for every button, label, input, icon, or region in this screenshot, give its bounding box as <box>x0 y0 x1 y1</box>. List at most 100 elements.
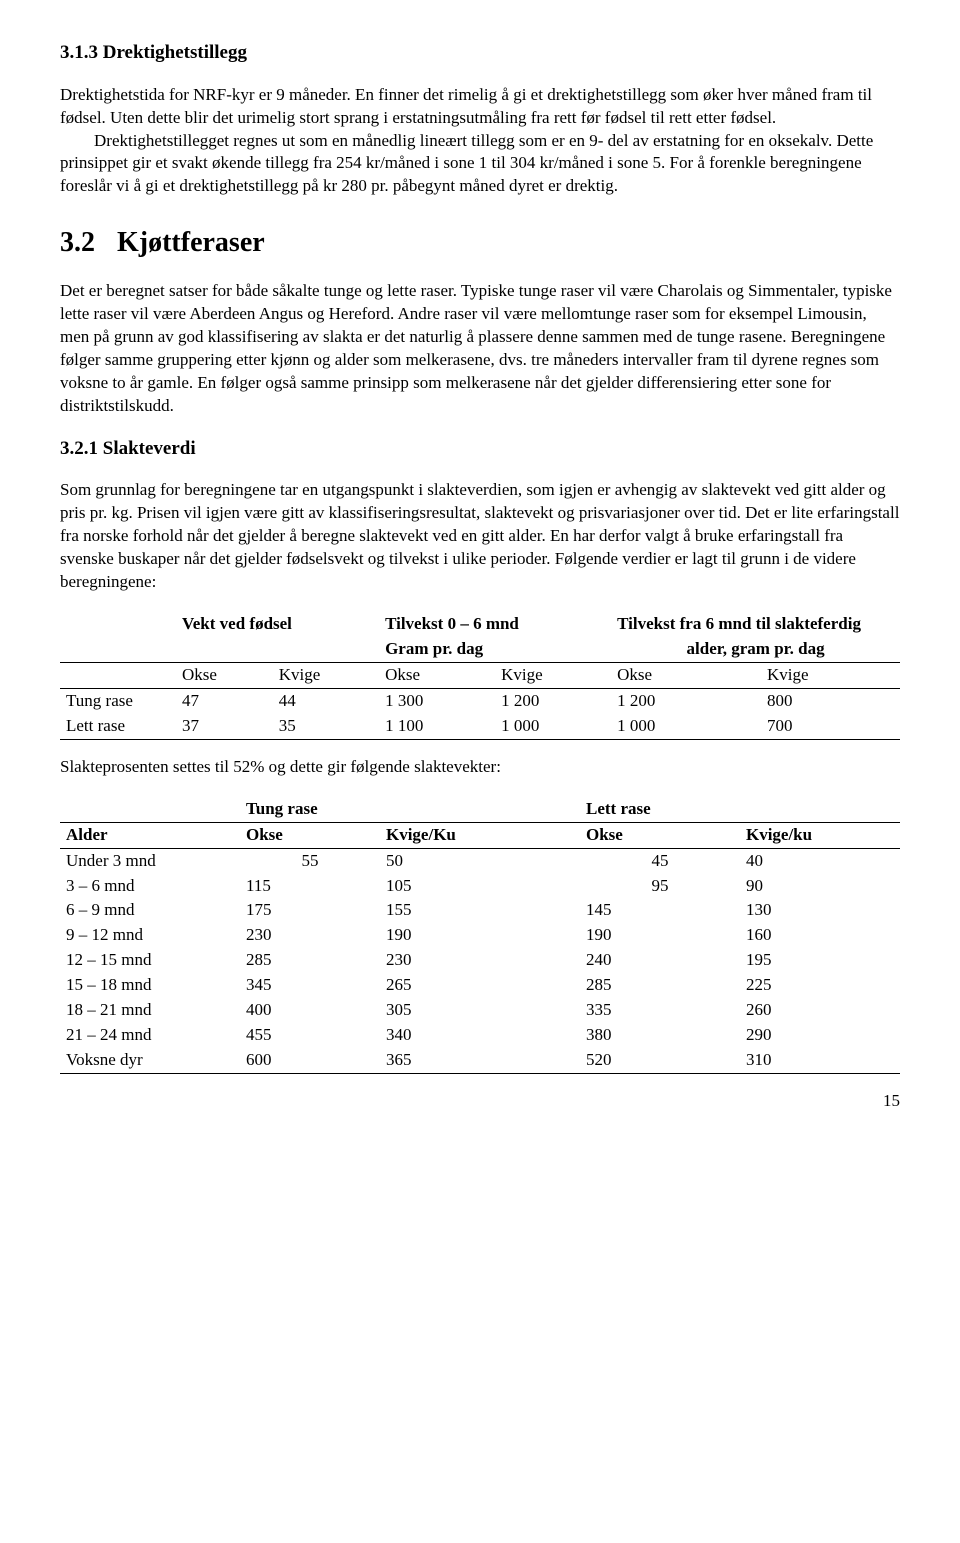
para-slakteprosent: Slakteprosenten settes til 52% og dette … <box>60 756 900 779</box>
cell: 305 <box>380 998 580 1023</box>
cell: 190 <box>580 923 740 948</box>
table-row: Tung rase Lett rase <box>60 797 900 822</box>
cell: 47 <box>176 688 273 713</box>
para-32: Det er beregnet satser for både såkalte … <box>60 280 900 418</box>
cell: 345 <box>240 973 380 998</box>
table-row: 9 – 12 mnd 230 190 190 160 <box>60 923 900 948</box>
row-label: Tung rase <box>60 688 176 713</box>
col-header: Kvige/ku <box>740 822 900 848</box>
cell: 105 <box>380 874 580 899</box>
para-313: Drektighetstida for NRF-kyr er 9 måneder… <box>60 84 900 199</box>
table-row: 12 – 15 mnd 285 230 240 195 <box>60 948 900 973</box>
table-row: 15 – 18 mnd 345 265 285 225 <box>60 973 900 998</box>
col-header: Lett rase <box>580 797 900 822</box>
para-313-a: Drektighetstida for NRF-kyr er 9 måneder… <box>60 85 872 127</box>
heading-313: 3.1.3 Drektighetstillegg <box>60 40 900 66</box>
cell: 1 000 <box>611 714 761 739</box>
col-header-sub: alder, gram pr. dag <box>611 637 900 662</box>
cell: 240 <box>580 948 740 973</box>
cell: 35 <box>273 714 379 739</box>
col-header: Okse <box>240 822 380 848</box>
cell: 1 000 <box>495 714 611 739</box>
table-row: 6 – 9 mnd 175 155 145 130 <box>60 898 900 923</box>
cell: 1 100 <box>379 714 495 739</box>
cell: 44 <box>273 688 379 713</box>
row-label: Voksne dyr <box>60 1048 240 1073</box>
table-row: Okse Kvige Okse Kvige Okse Kvige <box>60 662 900 688</box>
cell: 260 <box>740 998 900 1023</box>
cell: 380 <box>580 1023 740 1048</box>
heading-321: 3.2.1 Slakteverdi <box>60 436 900 462</box>
col-header: Tilvekst 0 – 6 mnd <box>379 612 611 637</box>
table-row: 21 – 24 mnd 455 340 380 290 <box>60 1023 900 1048</box>
cell: 365 <box>380 1048 580 1073</box>
cell: 160 <box>740 923 900 948</box>
heading-32-title: Kjøttferaser <box>117 227 265 258</box>
cell: 175 <box>240 898 380 923</box>
cell: 130 <box>740 898 900 923</box>
col-sub: Okse <box>176 662 273 688</box>
table-row: Lett rase 37 35 1 100 1 000 1 000 700 <box>60 714 900 739</box>
col-sub: Okse <box>379 662 495 688</box>
table-row: Alder Okse Kvige/Ku Okse Kvige/ku <box>60 822 900 848</box>
cell: 45 <box>580 848 740 873</box>
cell: 195 <box>740 948 900 973</box>
cell: 455 <box>240 1023 380 1048</box>
cell: 40 <box>740 848 900 873</box>
cell: 230 <box>240 923 380 948</box>
heading-32-num: 3.2 <box>60 227 95 258</box>
col-header: Kvige/Ku <box>380 822 580 848</box>
table-row: 18 – 21 mnd 400 305 335 260 <box>60 998 900 1023</box>
cell: 230 <box>380 948 580 973</box>
row-label: 3 – 6 mnd <box>60 874 240 899</box>
row-label: 6 – 9 mnd <box>60 898 240 923</box>
cell: 115 <box>240 874 380 899</box>
cell: 285 <box>240 948 380 973</box>
cell: 50 <box>380 848 580 873</box>
table-row: 3 – 6 mnd 115 105 95 90 <box>60 874 900 899</box>
cell: 600 <box>240 1048 380 1073</box>
cell: 37 <box>176 714 273 739</box>
cell: 800 <box>761 688 900 713</box>
cell: 55 <box>240 848 380 873</box>
col-header-sub: Gram pr. dag <box>379 637 611 662</box>
table-row: Gram pr. dag alder, gram pr. dag <box>60 637 900 662</box>
cell: 400 <box>240 998 380 1023</box>
para-321: Som grunnlag for beregningene tar en utg… <box>60 479 900 594</box>
cell: 145 <box>580 898 740 923</box>
col-sub: Okse <box>611 662 761 688</box>
cell: 290 <box>740 1023 900 1048</box>
row-label: Lett rase <box>60 714 176 739</box>
cell: 155 <box>380 898 580 923</box>
col-header: Tilvekst fra 6 mnd til slakteferdig <box>611 612 900 637</box>
table-row: Vekt ved fødsel Tilvekst 0 – 6 mnd Tilve… <box>60 612 900 637</box>
col-header: Okse <box>580 822 740 848</box>
cell: 90 <box>740 874 900 899</box>
row-label: 12 – 15 mnd <box>60 948 240 973</box>
cell: 335 <box>580 998 740 1023</box>
row-label: 9 – 12 mnd <box>60 923 240 948</box>
table-row: Voksne dyr 600 365 520 310 <box>60 1048 900 1073</box>
table-row: Tung rase 47 44 1 300 1 200 1 200 800 <box>60 688 900 713</box>
cell: 340 <box>380 1023 580 1048</box>
col-sub: Kvige <box>761 662 900 688</box>
cell: 1 200 <box>611 688 761 713</box>
table-tilvekst: Vekt ved fødsel Tilvekst 0 – 6 mnd Tilve… <box>60 612 900 740</box>
page-number: 15 <box>60 1090 900 1113</box>
cell: 265 <box>380 973 580 998</box>
cell: 310 <box>740 1048 900 1073</box>
table-slaktevekt: Tung rase Lett rase Alder Okse Kvige/Ku … <box>60 797 900 1074</box>
row-label: 18 – 21 mnd <box>60 998 240 1023</box>
cell: 285 <box>580 973 740 998</box>
col-sub: Kvige <box>495 662 611 688</box>
cell: 520 <box>580 1048 740 1073</box>
col-header: Alder <box>60 822 240 848</box>
cell: 1 200 <box>495 688 611 713</box>
cell: 95 <box>580 874 740 899</box>
col-sub: Kvige <box>273 662 379 688</box>
cell: 190 <box>380 923 580 948</box>
row-label: 15 – 18 mnd <box>60 973 240 998</box>
cell: 700 <box>761 714 900 739</box>
heading-32: 3.2 Kjøttferaser <box>60 224 900 262</box>
row-label: 21 – 24 mnd <box>60 1023 240 1048</box>
